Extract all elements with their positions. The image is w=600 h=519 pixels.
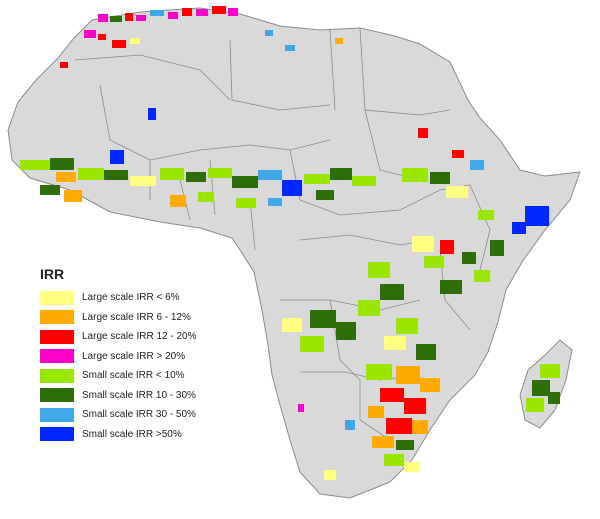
legend-label: Small scale IRR >50% [82, 428, 182, 440]
legend-label: Small scale IRR 10 - 30% [82, 389, 196, 401]
legend-item: Small scale IRR >50% [40, 425, 197, 445]
legend-swatch [40, 388, 74, 403]
irrigation-patches [20, 6, 560, 480]
legend-item: Large scale IRR 6 - 12% [40, 308, 197, 328]
map-legend: IRR Large scale IRR < 6% Large scale IRR … [40, 266, 197, 444]
legend-label: Large scale IRR 6 - 12% [82, 311, 191, 323]
legend-item: Small scale IRR < 10% [40, 366, 197, 386]
legend-swatch [40, 407, 74, 422]
legend-label: Small scale IRR 30 - 50% [82, 409, 196, 421]
legend-swatch [40, 290, 74, 305]
legend-swatch [40, 329, 74, 344]
legend-swatch [40, 310, 74, 325]
legend-swatch [40, 427, 74, 442]
legend-items: Large scale IRR < 6% Large scale IRR 6 - … [40, 288, 197, 444]
legend-label: Large scale IRR 12 - 20% [82, 331, 197, 343]
legend-swatch [40, 349, 74, 364]
legend-item: Small scale IRR 30 - 50% [40, 405, 197, 425]
legend-label: Small scale IRR < 10% [82, 370, 185, 382]
legend-item: Small scale IRR 10 - 30% [40, 386, 197, 406]
legend-label: Large scale IRR > 20% [82, 350, 186, 362]
legend-swatch [40, 368, 74, 383]
legend-item: Large scale IRR < 6% [40, 288, 197, 308]
legend-item: Large scale IRR 12 - 20% [40, 327, 197, 347]
legend-label: Large scale IRR < 6% [82, 292, 180, 304]
legend-title: IRR [40, 266, 65, 282]
legend-item: Large scale IRR > 20% [40, 347, 197, 367]
